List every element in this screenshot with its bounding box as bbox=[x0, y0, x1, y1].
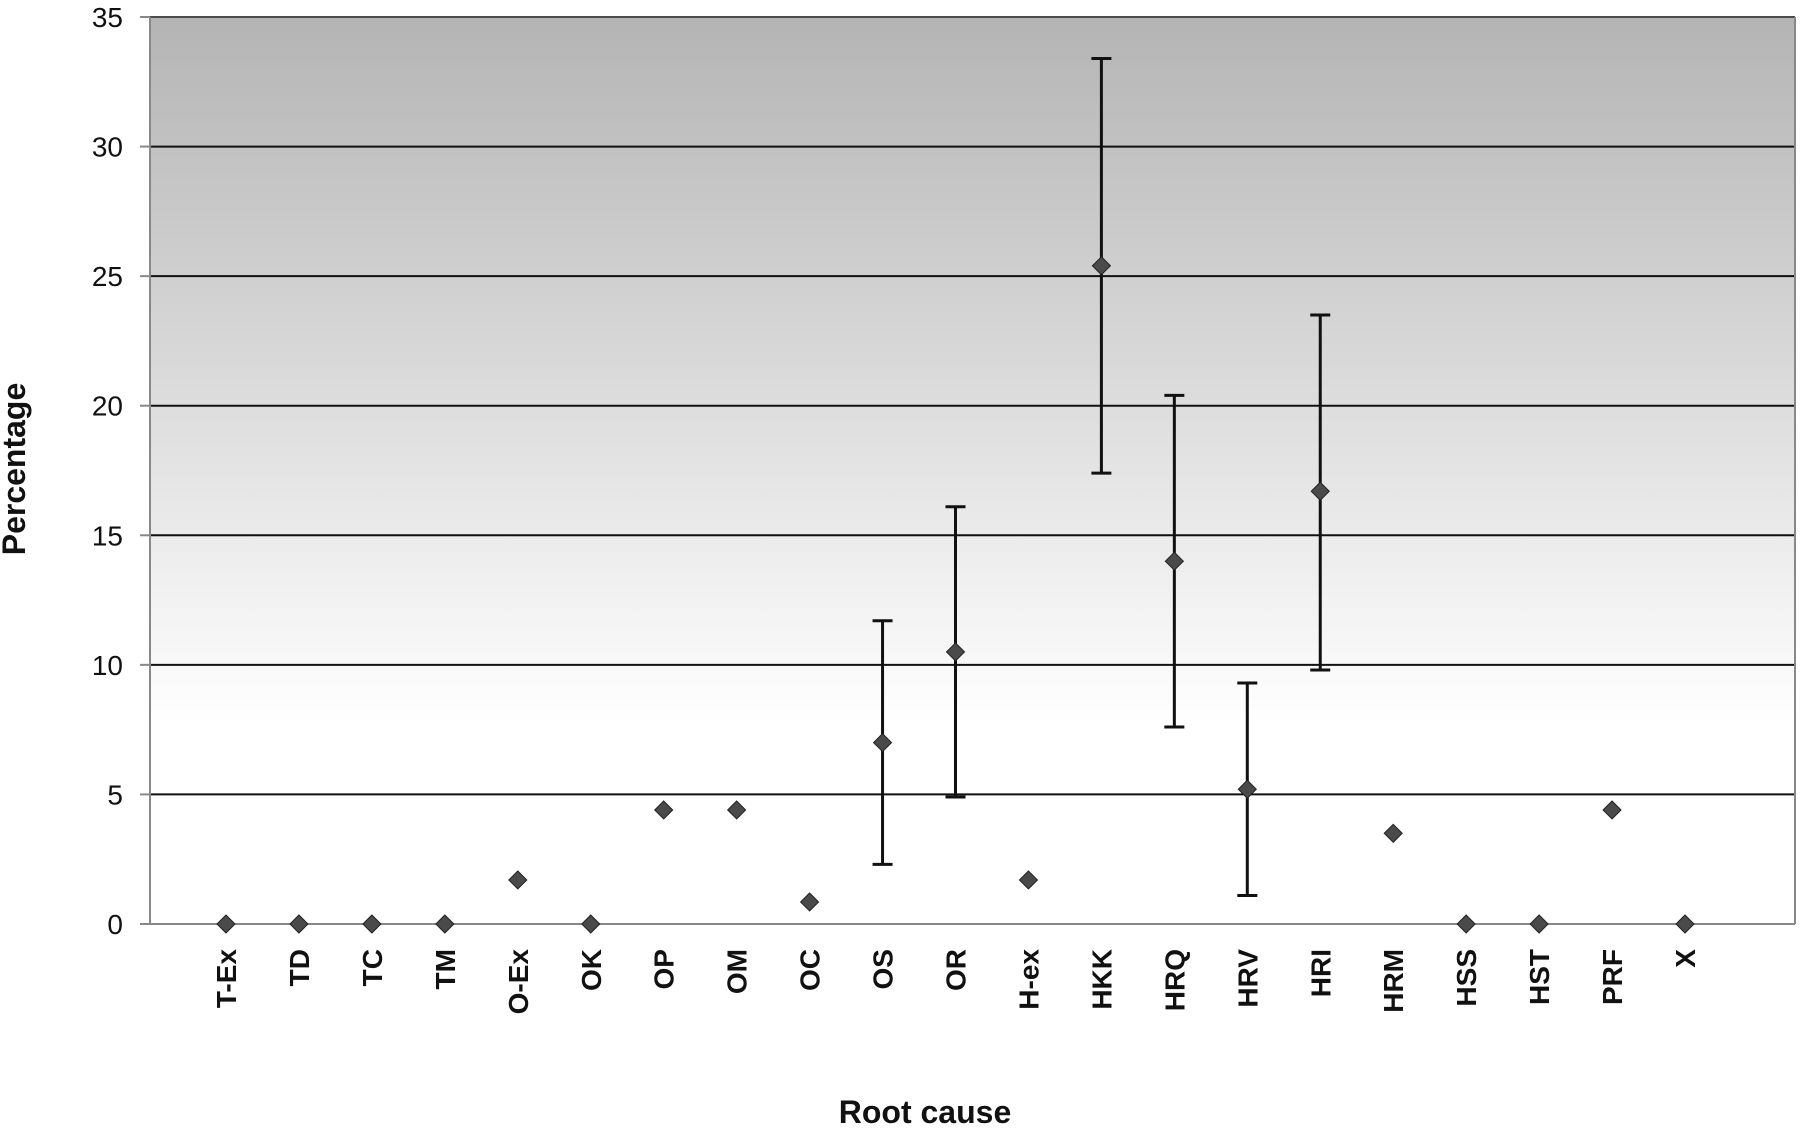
x-tick-label: OM bbox=[722, 949, 753, 994]
data-point-marker bbox=[1018, 870, 1039, 890]
x-tick-label: HST bbox=[1524, 949, 1555, 1005]
data-point-marker bbox=[1675, 914, 1695, 934]
data-point-marker bbox=[1383, 823, 1403, 844]
y-tick-label: 20 bbox=[92, 391, 123, 422]
x-tick-label: OR bbox=[941, 949, 972, 991]
y-tick-labels: 0 5 10 15 20 25 30 35 bbox=[92, 2, 123, 940]
data-point-marker bbox=[289, 914, 309, 934]
x-tick-labels: T-Ex TD TC TM O-Ex OK OP OM OC OS OR H-ex HKK HRQ HRV H… bbox=[211, 949, 1701, 1015]
data-point-marker bbox=[435, 914, 455, 934]
data-point-marker bbox=[872, 732, 893, 753]
x-tick-label: HRI bbox=[1305, 949, 1336, 997]
data-point-marker bbox=[1602, 800, 1622, 820]
y-tick-label: 15 bbox=[92, 520, 123, 551]
data-point-marker bbox=[1529, 914, 1549, 934]
x-tick-label: HRV bbox=[1232, 949, 1263, 1008]
y-tick-label: 5 bbox=[107, 779, 123, 810]
data-point-marker bbox=[508, 870, 528, 890]
data-point-marker bbox=[726, 800, 747, 820]
data-point-marker bbox=[362, 914, 382, 934]
y-tick-label: 30 bbox=[92, 132, 123, 163]
x-axis-title: Root cause bbox=[839, 1094, 1011, 1129]
y-tick-label: 10 bbox=[92, 650, 123, 681]
x-tick-label: OP bbox=[649, 949, 680, 989]
data-point-marker bbox=[581, 914, 601, 934]
x-tick-label: HKK bbox=[1086, 949, 1117, 1010]
data-point-marker bbox=[653, 800, 674, 820]
data-point-marker bbox=[1164, 551, 1185, 571]
x-tick-label: HRQ bbox=[1159, 949, 1190, 1011]
data-point-marker bbox=[1237, 779, 1258, 799]
plot-background bbox=[150, 17, 1795, 924]
data-point-marker bbox=[945, 642, 966, 662]
y-tick-label: 35 bbox=[92, 2, 123, 33]
x-tick-label: OS bbox=[868, 949, 899, 989]
data-points bbox=[216, 256, 1695, 934]
x-tick-label: HSS bbox=[1451, 949, 1482, 1007]
x-tick-label: PRF bbox=[1597, 949, 1628, 1005]
data-point-marker bbox=[216, 914, 236, 934]
x-tick-label: OC bbox=[795, 949, 826, 991]
x-tick-label: TC bbox=[357, 949, 388, 986]
x-tick-label: OK bbox=[576, 949, 607, 991]
x-tick-label: TD bbox=[284, 949, 315, 986]
x-tick-label: HRM bbox=[1378, 949, 1409, 1013]
y-tick-label: 25 bbox=[92, 261, 123, 292]
axes bbox=[140, 16, 1796, 925]
data-point-marker bbox=[1310, 481, 1330, 501]
x-tick-label: X bbox=[1670, 949, 1701, 968]
y-axis-title: Percentage bbox=[0, 383, 32, 556]
x-tick-label: T-Ex bbox=[211, 949, 242, 1009]
y-tick-label: 0 bbox=[107, 909, 123, 940]
x-tick-label: TM bbox=[430, 949, 461, 989]
data-point-marker bbox=[799, 892, 820, 912]
data-point-marker bbox=[1091, 256, 1112, 276]
data-point-marker bbox=[1456, 914, 1476, 934]
x-tick-label: H-ex bbox=[1013, 949, 1044, 1010]
x-tick-label: O-Ex bbox=[503, 949, 534, 1015]
